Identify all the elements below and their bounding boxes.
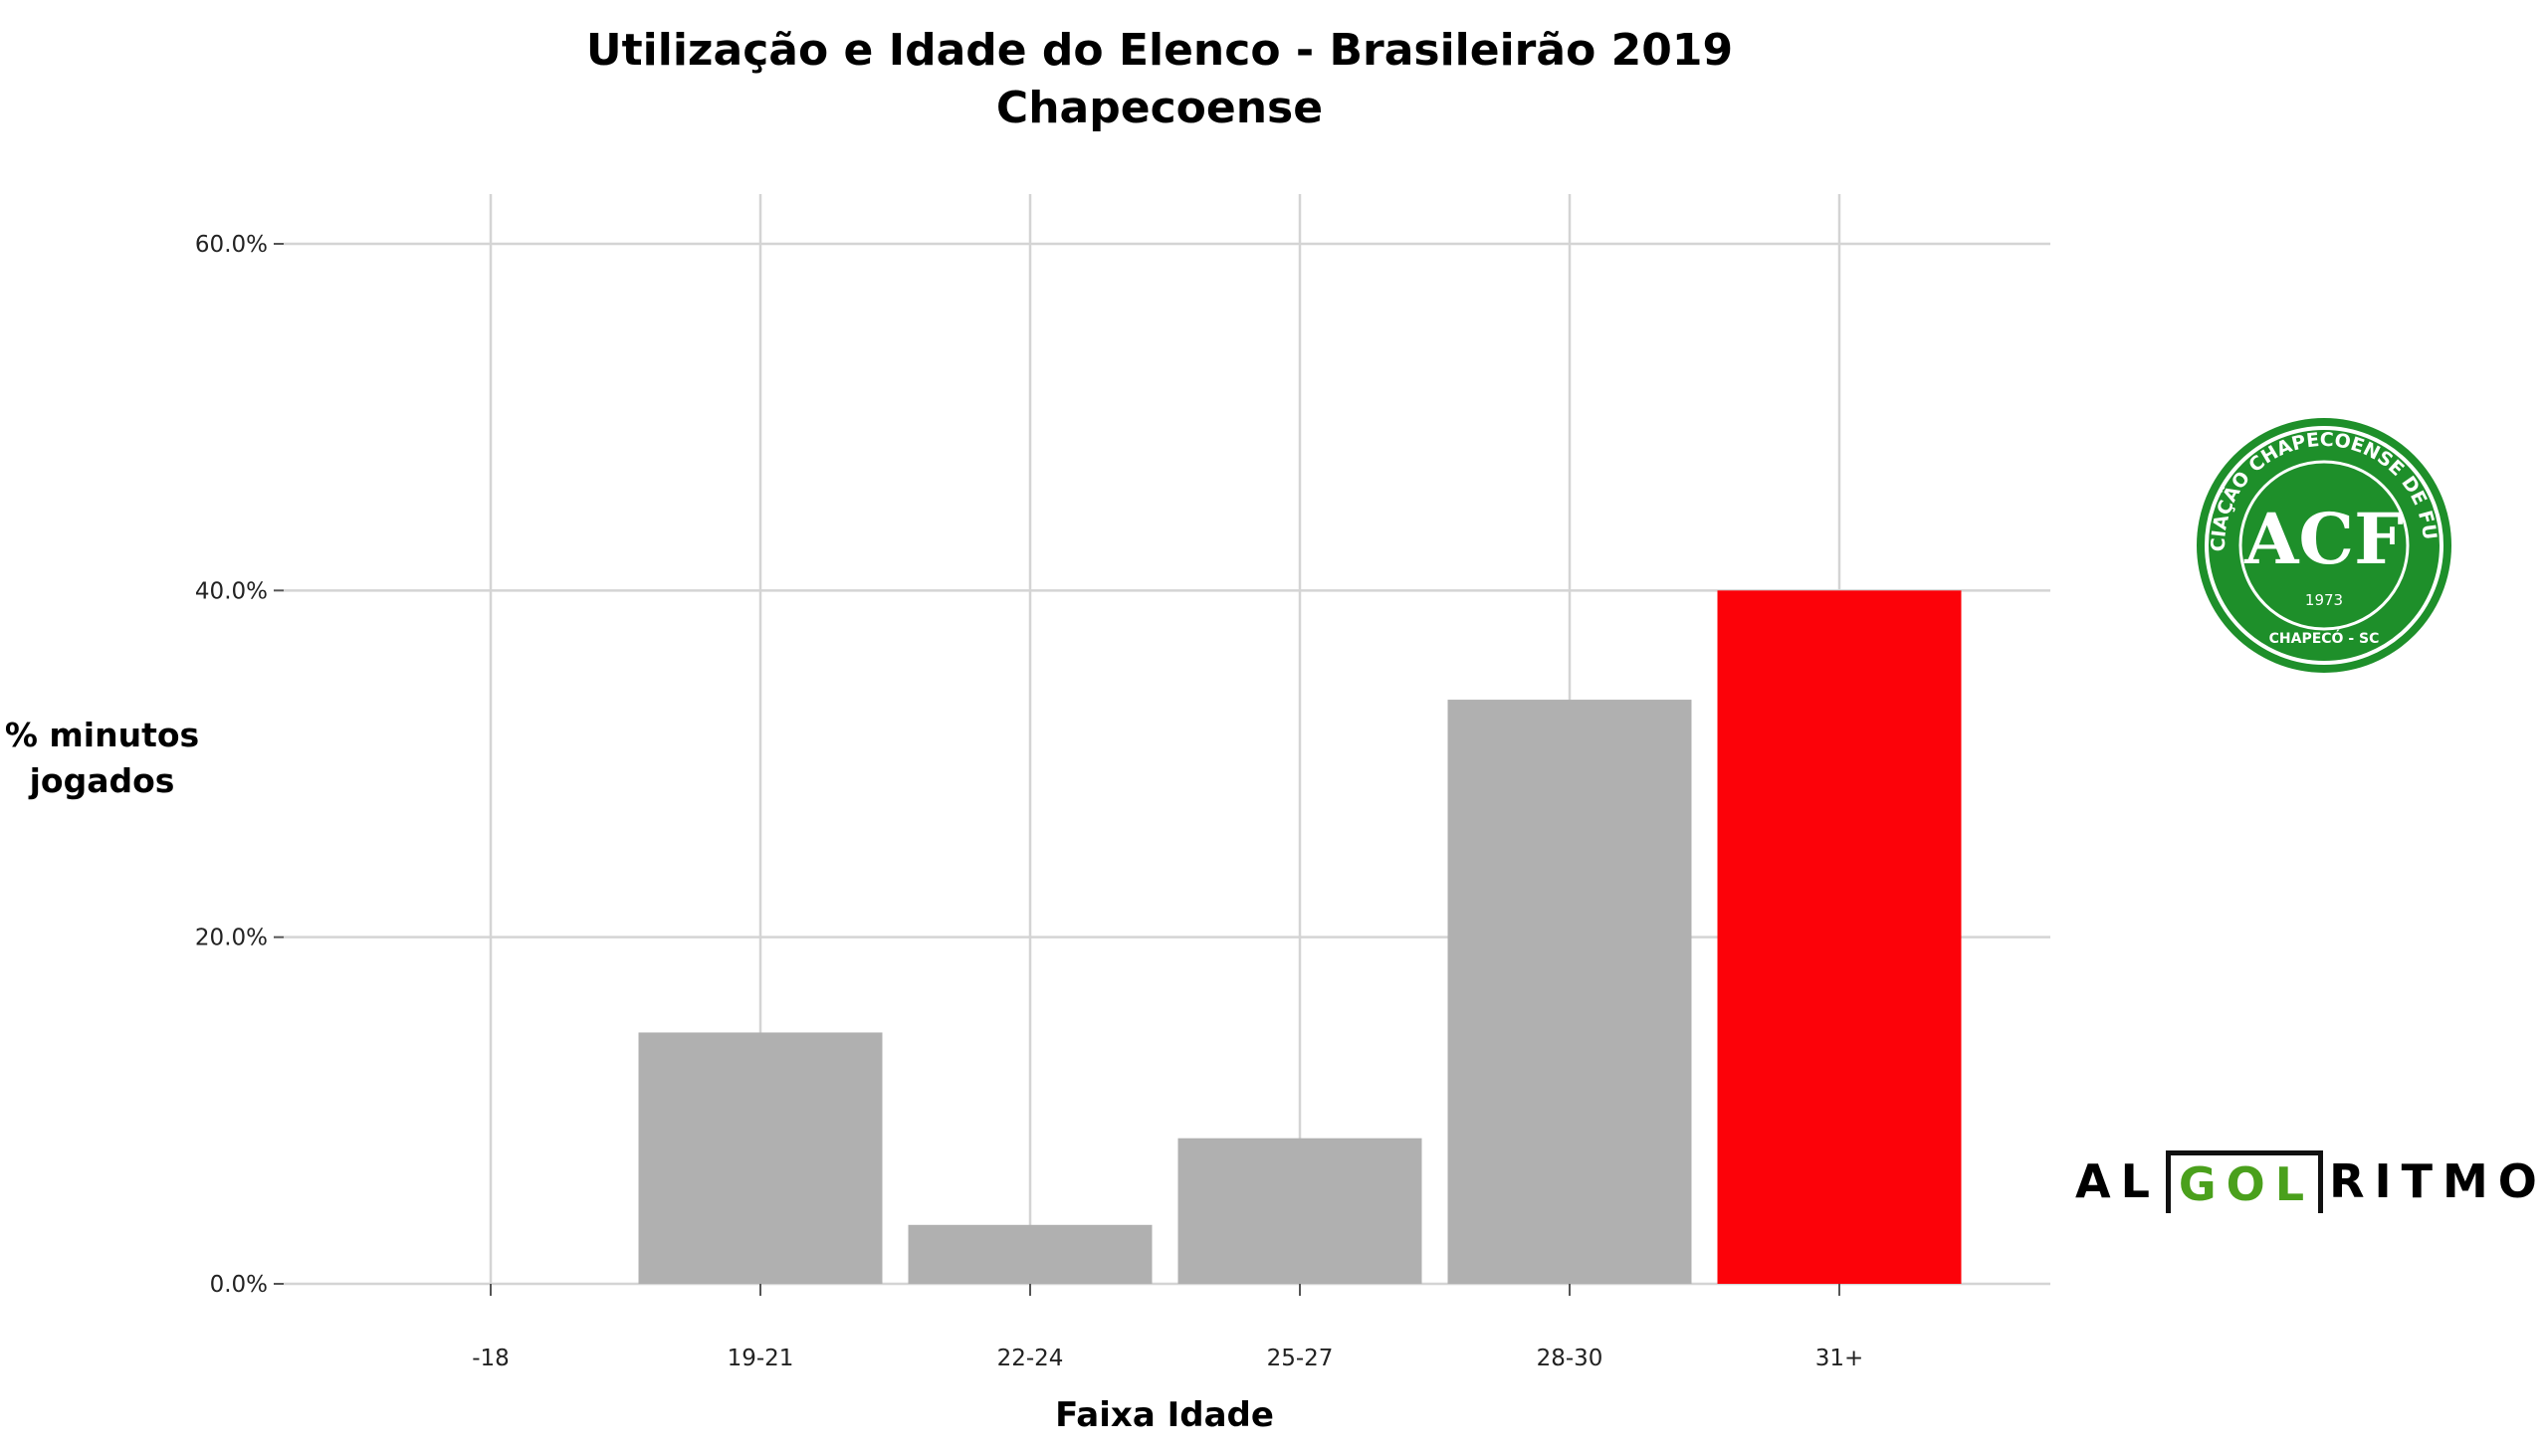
bar-31+ (1717, 590, 1962, 1284)
algolritmo-logo: AL GOL RITMO (2075, 1149, 2537, 1213)
bar-22-24 (908, 1224, 1153, 1284)
chart-subtitle: Chapecoense (995, 83, 1324, 133)
svg-text:ACF: ACF (2243, 498, 2404, 580)
x-tick-label: 25-27 (1267, 1346, 1334, 1371)
bar-19-21 (638, 1032, 883, 1284)
y-axis-title: % minutos jogados (4, 716, 200, 800)
y-tick-label: 20.0% (195, 926, 268, 951)
x-tick-label: -18 (472, 1346, 510, 1371)
svg-text:CHAPECÓ - SC: CHAPECÓ - SC (2269, 629, 2380, 647)
bar-25-27 (1177, 1138, 1422, 1284)
brand-left: AL (2075, 1154, 2160, 1208)
x-tick-label: 31+ (1815, 1346, 1864, 1371)
y-tick-label: 0.0% (210, 1272, 268, 1298)
svg-text:1973: 1973 (2305, 591, 2343, 609)
x-tick-label: 22-24 (997, 1346, 1064, 1371)
chart-title-line1: Utilização e Idade do Elenco - Brasileir… (585, 25, 1734, 76)
brand-goal-icon: GOL (2165, 1149, 2324, 1213)
club-crest-logo: ASSOCIAÇÃO CHAPECOENSE DE FUTEBOL ACF 19… (2187, 399, 2453, 675)
x-axis-title: Faixa Idade (1055, 1395, 1274, 1435)
y-tick-label: 40.0% (195, 578, 268, 604)
x-tick-label: 28-30 (1537, 1346, 1603, 1371)
chart-title: Utilização e Idade do Elenco - Brasileir… (0, 22, 2319, 137)
bar-28-30 (1447, 700, 1692, 1284)
y-tick-label: 60.0% (195, 232, 268, 258)
brand-right: RITMO (2329, 1154, 2547, 1208)
x-tick-label: 19-21 (728, 1346, 794, 1371)
